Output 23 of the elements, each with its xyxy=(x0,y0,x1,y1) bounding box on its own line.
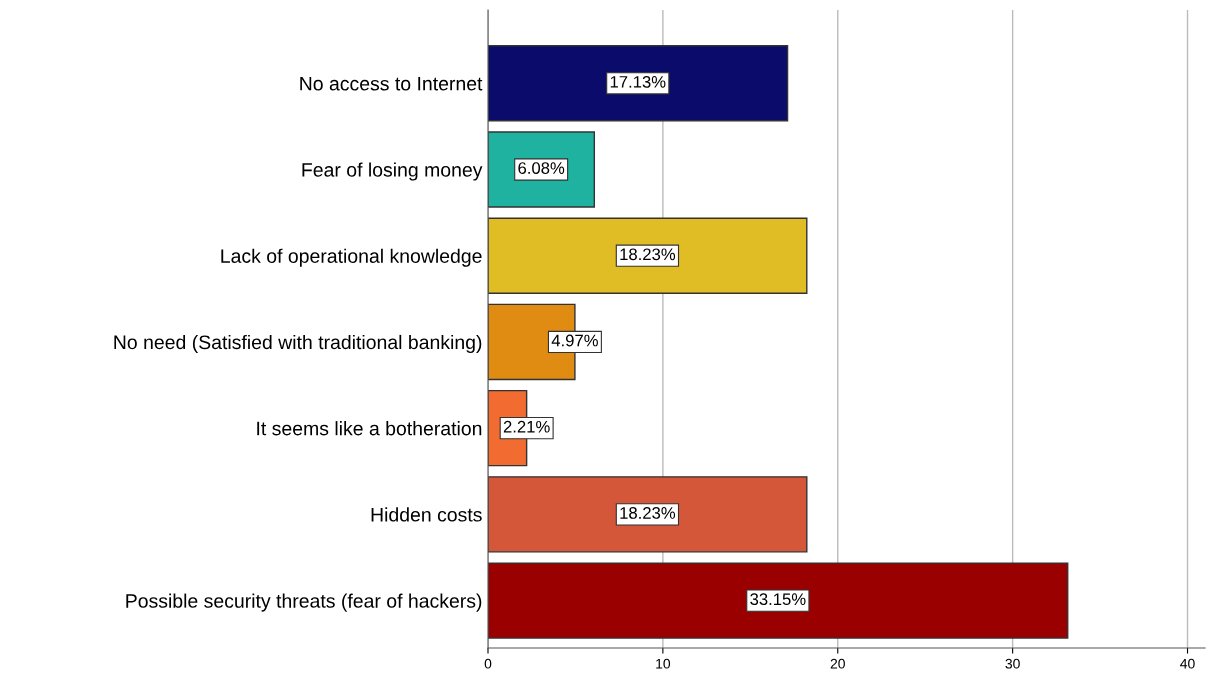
y-tick-label: No need (Satisfied with traditional banking) xyxy=(114,334,482,354)
data-label: 18.23% xyxy=(620,507,676,519)
bar xyxy=(488,45,789,122)
x-tick-label: 30 xyxy=(1005,658,1020,669)
bar xyxy=(488,562,1069,639)
data-label: 6.08% xyxy=(518,162,565,174)
y-tick-label: Fear of losing money xyxy=(302,162,483,181)
bar xyxy=(488,476,808,553)
x-tick-label: 10 xyxy=(656,658,671,669)
y-tick-label: It seems like a botheration xyxy=(257,421,482,436)
y-tick-label: Possible security threats (fear of hackers) xyxy=(126,593,482,612)
data-label: 2.21% xyxy=(503,420,550,433)
y-tick-label: No access to Internet xyxy=(300,76,483,91)
data-label: 4.97% xyxy=(551,334,598,347)
y-tick-label: Hidden costs xyxy=(371,507,482,522)
data-label: 17.13% xyxy=(610,75,666,88)
data-label: 33.15% xyxy=(750,593,806,606)
x-tick-label: 40 xyxy=(1180,658,1195,669)
data-label: 18.23% xyxy=(620,248,676,261)
y-tick-label: Lack of operational knowledge xyxy=(221,248,482,267)
x-tick-label: 20 xyxy=(830,658,845,669)
x-tick-label: 0 xyxy=(484,658,492,669)
bar xyxy=(488,217,808,294)
